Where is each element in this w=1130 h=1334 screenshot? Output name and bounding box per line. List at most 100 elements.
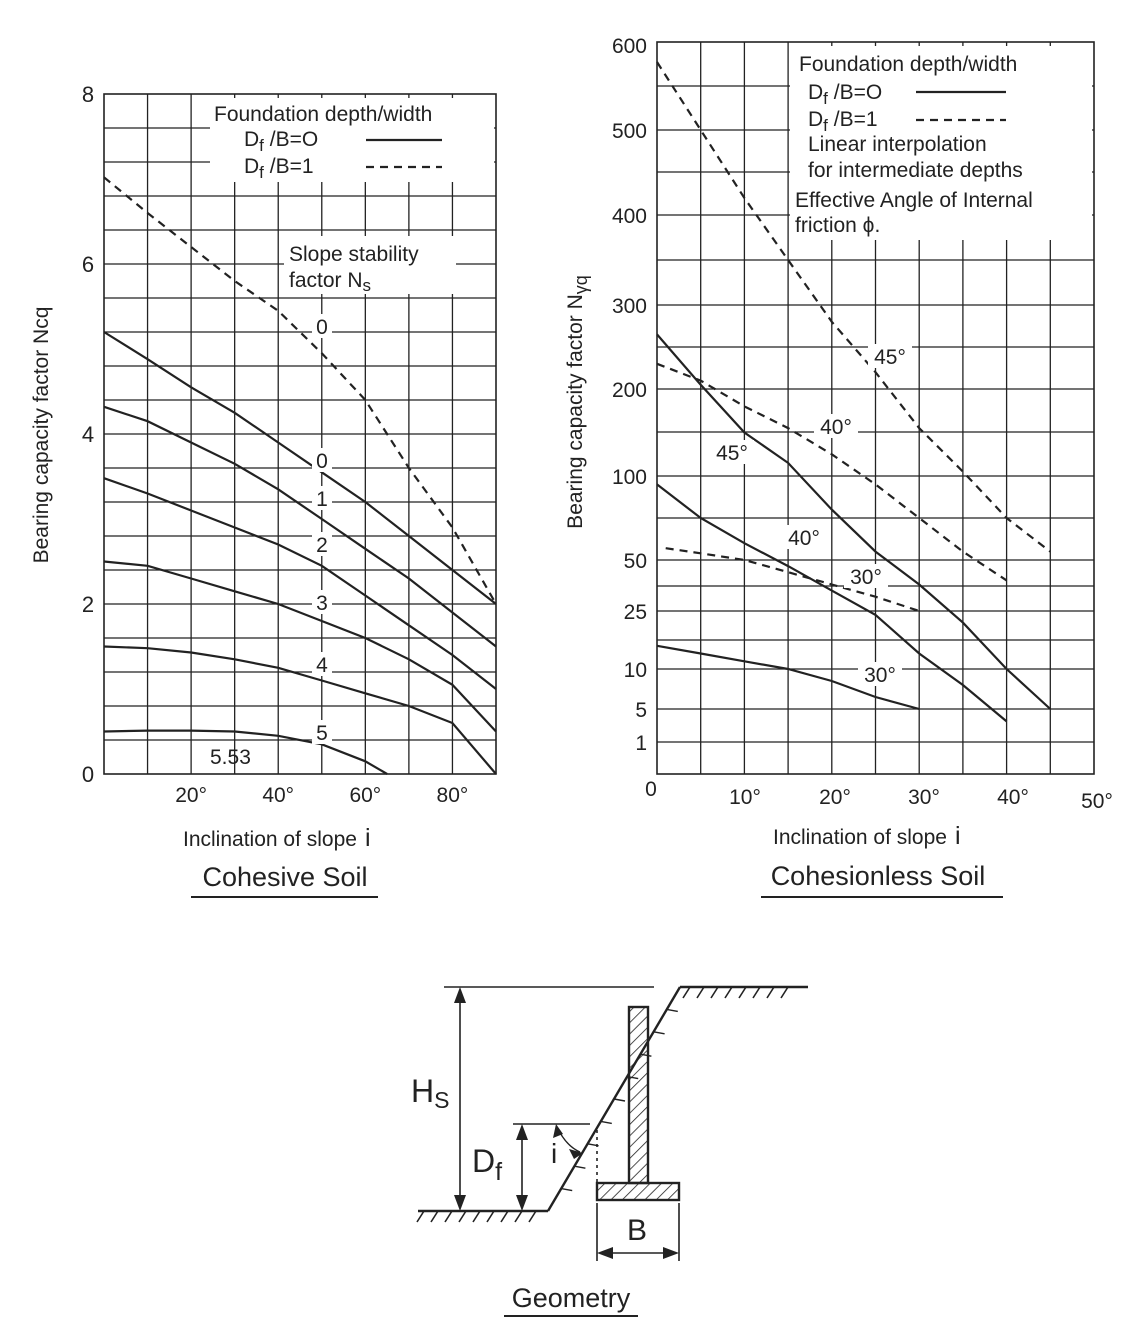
cohesive-label-bg xyxy=(312,486,332,510)
upper-ground-hatch-mark xyxy=(710,986,719,999)
cohesionless-curve-label-40deg: 40° xyxy=(788,527,820,550)
legend-d: D xyxy=(808,81,823,104)
cohesive-curve-label-ns-1: 1 xyxy=(316,488,328,511)
cohesionless-series-solid-30deg xyxy=(656,644,920,711)
df-arrow-top xyxy=(516,1124,528,1140)
legend-d: D xyxy=(244,128,259,151)
geometry-diagram: HS Df i B Geometry xyxy=(411,985,808,1317)
lower-ground-hatch-mark xyxy=(528,1210,537,1223)
cohesionless-y-tick-label: 10 xyxy=(624,659,647,682)
cohesionless-curve-label-30deg: 30° xyxy=(850,566,882,589)
cohesive-y-tick-label: 8 xyxy=(82,82,94,107)
cohesive-y-tick-label: 2 xyxy=(82,592,94,617)
cohesionless-x-axis-symbol: i xyxy=(955,822,961,850)
cohesionless-tick-labels: 1 5 10 25 50 100 200 300 400 500 600 0 10° 20° 30° 40° 5… xyxy=(612,35,1113,813)
slope-hatch-mark xyxy=(561,1187,573,1192)
cohesive-series-solid-ns-5 xyxy=(103,729,388,775)
footing-base xyxy=(595,1181,681,1202)
cohesive-curve-label-ns-0: 0 xyxy=(316,450,328,473)
retaining-wall-stem xyxy=(627,1005,650,1185)
cohesive-annotation-background xyxy=(284,236,456,294)
cohesive-label-bg xyxy=(312,652,332,676)
cohesionless-y-tick-label: 300 xyxy=(612,295,647,318)
cohesionless-curve-label-30deg: 30° xyxy=(864,664,896,687)
ground-hatching xyxy=(416,986,789,1223)
ylabel-main: Bearing capacity factor N xyxy=(564,294,587,529)
cohesionless-x-axis-label: Inclination of slope i xyxy=(773,822,961,850)
angle-arrow-a xyxy=(553,1124,563,1138)
legend-d: D xyxy=(808,108,823,131)
cohesive-x-axis-label-text: Inclination of slope xyxy=(183,828,357,851)
cohesionless-y-axis-label: Bearing capacity factor Nγq xyxy=(564,275,591,529)
cohesionless-x-tick-label: 40° xyxy=(997,786,1029,809)
cohesive-y-tick-label: 6 xyxy=(82,252,94,277)
cohesive-grid xyxy=(104,94,496,774)
cohesive-label-bg xyxy=(312,448,332,472)
cohesionless-series-dashed-40deg xyxy=(656,362,1008,582)
cohesionless-y-tick-label: 600 xyxy=(612,35,647,58)
cohesive-tick-labels: 0 2 4 6 8 20° 40° 60° 80° xyxy=(82,82,468,807)
cohesive-label-bg xyxy=(312,720,332,744)
cohesionless-note-2: for intermediate depths xyxy=(808,159,1023,182)
cohesive-legend-dash-label: Df /B=1 xyxy=(244,155,314,182)
cohesionless-curve-labels: 45° 40° 30° 45° 40° 30° xyxy=(710,344,912,687)
cohesive-label-bg xyxy=(312,532,332,556)
cohesionless-series-solid-45deg xyxy=(656,333,1052,710)
upper-ground-hatch-mark xyxy=(696,986,705,999)
cohesive-plot-frame xyxy=(103,93,497,775)
b-label: B xyxy=(627,1214,647,1247)
legend-rest: /B=O xyxy=(828,81,882,104)
slope-hatch-mark xyxy=(666,1008,678,1013)
cohesive-series-solid-ns-1 xyxy=(103,405,497,648)
cohesive-curve-labels: 0 0 1 2 3 4 5 5.53 xyxy=(210,314,332,769)
legend-rest: /B=1 xyxy=(264,155,314,178)
lower-ground-hatch-mark xyxy=(430,1210,439,1223)
cohesionless-curve-label-45deg: 45° xyxy=(874,346,906,369)
upper-ground-hatch-mark xyxy=(724,986,733,999)
cohesive-label-bg xyxy=(312,314,332,338)
ylabel-gamma-q-sub: γq xyxy=(571,275,591,294)
cohesive-soil-chart: Foundation depth/width Df /B=O Df /B=1 S… xyxy=(30,82,497,898)
cohesive-legend-background xyxy=(210,98,494,182)
cohesionless-series-dashed-30deg xyxy=(665,547,920,613)
upper-ground-hatch-mark xyxy=(682,986,691,999)
cohesionless-y-tick-label: 200 xyxy=(612,379,647,402)
lower-ground-hatch-mark xyxy=(486,1210,495,1223)
legend-rest: /B=O xyxy=(264,128,318,151)
cohesionless-legend-solid-label: Df /B=O xyxy=(808,81,882,108)
slope-hatch-mark xyxy=(613,1098,626,1102)
upper-ground-hatch-mark xyxy=(766,986,775,999)
cohesionless-note-3: Effective Angle of Internal xyxy=(795,189,1033,212)
cohesive-x-axis-symbol: i xyxy=(365,824,371,852)
cohesionless-label-bg xyxy=(782,525,826,549)
cohesive-annotation-line1: Slope stability xyxy=(289,243,419,266)
cohesive-x-tick-label: 60° xyxy=(349,784,381,807)
cohesive-curve-label-ns-3: 3 xyxy=(316,592,328,615)
cohesive-y-tick-label: 0 xyxy=(82,762,94,787)
cohesionless-x-tick-label: 0 xyxy=(645,778,657,801)
angle-arrow-b xyxy=(569,1149,583,1159)
cohesionless-soil-chart: Foundation depth/width Df /B=O Df /B=1 L… xyxy=(564,35,1113,898)
df-label-main: D xyxy=(472,1143,495,1179)
upper-ground-hatch-mark xyxy=(738,986,747,999)
cohesionless-label-bg xyxy=(710,440,754,464)
cohesionless-plot-frame xyxy=(656,41,1095,775)
legend-f-sub: f xyxy=(259,163,264,182)
cohesionless-label-bg xyxy=(868,344,912,368)
cohesionless-x-tick-label: 20° xyxy=(819,786,851,809)
cohesive-curve-label-ns-5: 5 xyxy=(316,722,328,745)
cohesionless-x-axis-label-text: Inclination of slope xyxy=(773,826,947,849)
upper-ground-hatch-mark xyxy=(780,986,789,999)
legend-f-sub: f xyxy=(259,136,264,155)
hs-label-main: H xyxy=(411,1073,434,1109)
cohesionless-y-tick-label: 400 xyxy=(612,205,647,228)
legend-d: D xyxy=(244,155,259,178)
lower-ground-hatch-mark xyxy=(500,1210,509,1223)
df-label: Df xyxy=(472,1143,502,1186)
slope-hatch-mark xyxy=(600,1120,612,1125)
cohesive-x-axis-label: Inclination of slope i xyxy=(183,824,371,852)
cohesive-curve-label-ns-2: 2 xyxy=(316,534,328,557)
cohesive-series-group xyxy=(103,176,497,775)
df-label-sub: f xyxy=(495,1158,502,1186)
